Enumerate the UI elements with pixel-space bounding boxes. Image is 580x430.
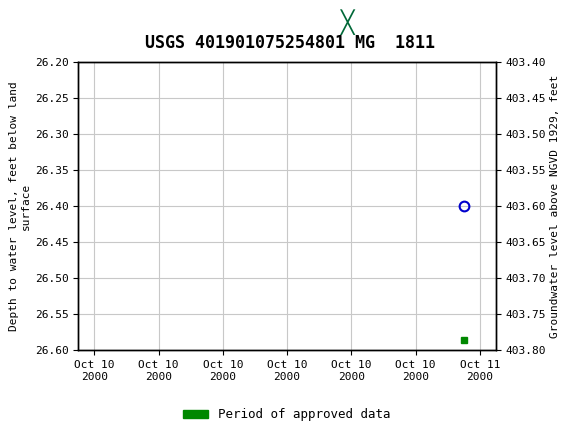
Legend: Period of approved data: Period of approved data [179,403,396,426]
Text: ╳: ╳ [341,10,355,35]
Y-axis label: Depth to water level, feet below land
surface: Depth to water level, feet below land su… [9,82,31,331]
Bar [3,4,67,41]
Text: USGS: USGS [81,12,145,33]
Text: USGS 401901075254801 MG  1811: USGS 401901075254801 MG 1811 [145,34,435,52]
Y-axis label: Groundwater level above NGVD 1929, feet: Groundwater level above NGVD 1929, feet [550,75,560,338]
